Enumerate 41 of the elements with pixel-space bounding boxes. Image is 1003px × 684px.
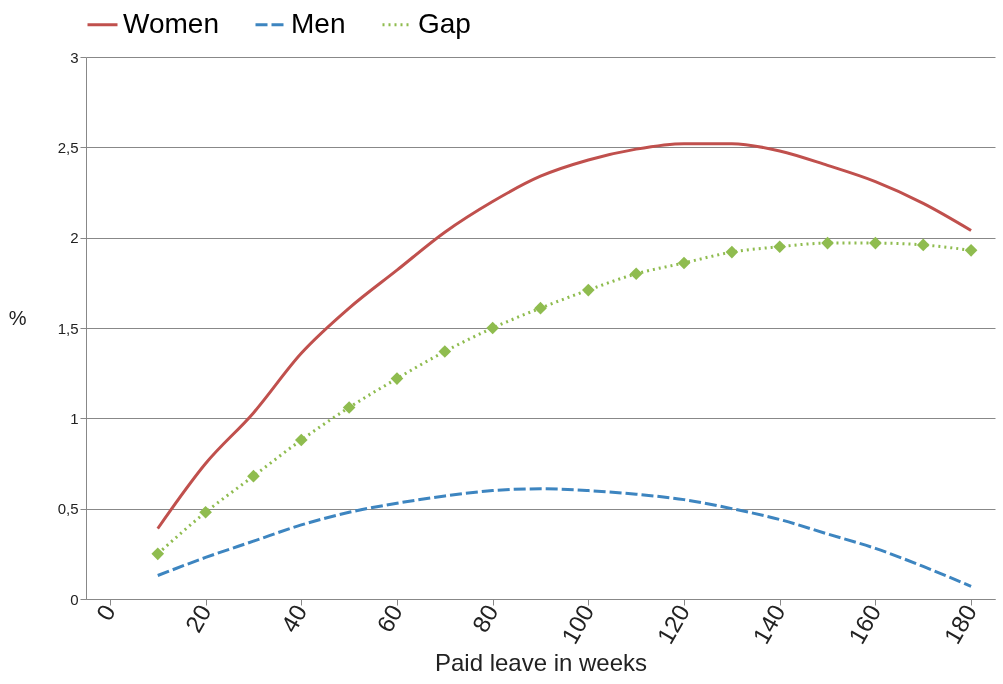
y-tick-label: 1 [70,409,79,427]
x-axis-title: Paid leave in weeks [434,649,648,677]
x-tick-label: 180 [938,600,982,649]
y-tick-label: 3 [70,48,79,66]
point [821,236,834,250]
line-series [156,142,973,531]
x-tick-label: 60 [371,600,408,637]
point [342,401,356,414]
point [869,236,882,250]
x-tick-label: 100 [555,600,600,649]
point [582,283,595,297]
y-tick-label: 0,5 [57,500,79,518]
point [199,505,212,519]
point [916,238,930,252]
y-tick-label: 2,5 [57,138,79,156]
point [247,469,260,483]
point [438,345,452,358]
point [677,256,691,270]
point [534,301,547,315]
legend-label: Men [291,7,346,39]
x-tick-label: 120 [651,600,695,649]
point [629,267,643,281]
x-tick-label: 160 [842,600,887,649]
point [773,240,787,254]
x-tick-label: 0 [90,600,121,626]
x-tick-label: 80 [466,600,504,637]
point [151,547,165,561]
point [294,433,308,447]
line-series [156,487,973,588]
x-tick-label: 40 [275,600,313,637]
point [964,243,978,257]
y-tick-label: 2 [70,229,79,247]
y-axis-title: % [8,306,27,329]
point [486,321,499,335]
point [390,372,404,385]
x-tick-label: 140 [747,600,791,649]
point [725,245,739,259]
legend-label: Women [123,7,219,39]
legend-label: Gap [418,7,471,39]
x-tick-label: 20 [179,600,217,637]
y-tick-label: 1,5 [57,319,79,337]
